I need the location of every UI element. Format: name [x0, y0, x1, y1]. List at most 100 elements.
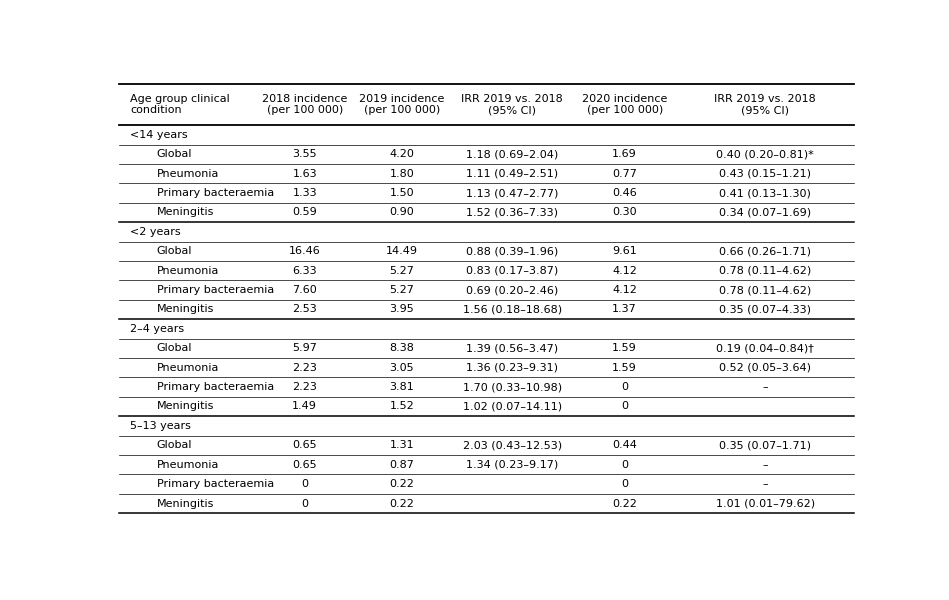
Text: 16.46: 16.46: [288, 246, 321, 256]
Text: 0.22: 0.22: [389, 479, 414, 489]
Text: 1.50: 1.50: [389, 188, 414, 198]
Text: –: –: [762, 460, 768, 470]
Text: 0.46: 0.46: [612, 188, 637, 198]
Text: 4.20: 4.20: [389, 149, 414, 159]
Text: 1.59: 1.59: [612, 343, 637, 353]
Text: Primary bacteraemia: Primary bacteraemia: [157, 479, 274, 489]
Text: 3.05: 3.05: [389, 362, 414, 373]
Text: Primary bacteraemia: Primary bacteraemia: [157, 382, 274, 392]
Text: Meningitis: Meningitis: [157, 401, 214, 412]
Text: Primary bacteraemia: Primary bacteraemia: [157, 285, 274, 295]
Text: 1.69: 1.69: [612, 149, 637, 159]
Text: 1.33: 1.33: [292, 188, 317, 198]
Text: 5–13 years: 5–13 years: [130, 421, 192, 431]
Text: IRR 2019 vs. 2018
(95% CI): IRR 2019 vs. 2018 (95% CI): [715, 94, 816, 115]
Text: 0.34 (0.07–1.69): 0.34 (0.07–1.69): [719, 208, 811, 217]
Text: 2.23: 2.23: [292, 362, 317, 373]
Text: 2018 incidence
(per 100 000): 2018 incidence (per 100 000): [262, 94, 347, 115]
Text: Pneumonia: Pneumonia: [157, 266, 219, 275]
Text: 1.49: 1.49: [292, 401, 317, 412]
Text: 0.77: 0.77: [612, 169, 637, 179]
Text: 0.78 (0.11–4.62): 0.78 (0.11–4.62): [719, 285, 811, 295]
Text: 14.49: 14.49: [386, 246, 418, 256]
Text: 0: 0: [301, 479, 308, 489]
Text: 0.41 (0.13–1.30): 0.41 (0.13–1.30): [719, 188, 811, 198]
Text: 9.61: 9.61: [612, 246, 637, 256]
Text: 1.37: 1.37: [612, 304, 637, 314]
Text: 2019 incidence
(per 100 000): 2019 incidence (per 100 000): [359, 94, 444, 115]
Text: 0.59: 0.59: [292, 208, 317, 217]
Text: 1.52: 1.52: [389, 401, 414, 412]
Text: 1.39 (0.56–3.47): 1.39 (0.56–3.47): [466, 343, 558, 353]
Text: 2020 incidence
(per 100 000): 2020 incidence (per 100 000): [582, 94, 667, 115]
Text: 1.52 (0.36–7.33): 1.52 (0.36–7.33): [466, 208, 558, 217]
Text: 0.88 (0.39–1.96): 0.88 (0.39–1.96): [466, 246, 558, 256]
Text: –: –: [762, 382, 768, 392]
Text: 0.90: 0.90: [389, 208, 414, 217]
Text: Age group clinical
condition: Age group clinical condition: [130, 94, 231, 115]
Text: Primary bacteraemia: Primary bacteraemia: [157, 188, 274, 198]
Text: 0.40 (0.20–0.81)*: 0.40 (0.20–0.81)*: [716, 149, 814, 159]
Text: –: –: [762, 479, 768, 489]
Text: 1.01 (0.01–79.62): 1.01 (0.01–79.62): [716, 499, 814, 509]
Text: 0.52 (0.05–3.64): 0.52 (0.05–3.64): [719, 362, 811, 373]
Text: 0.30: 0.30: [612, 208, 637, 217]
Text: 1.59: 1.59: [612, 362, 637, 373]
Text: 4.12: 4.12: [612, 285, 637, 295]
Text: <14 years: <14 years: [130, 130, 188, 140]
Text: 2.03 (0.43–12.53): 2.03 (0.43–12.53): [462, 440, 562, 450]
Text: Meningitis: Meningitis: [157, 499, 214, 509]
Text: 7.60: 7.60: [292, 285, 317, 295]
Text: Global: Global: [157, 149, 193, 159]
Text: 1.34 (0.23–9.17): 1.34 (0.23–9.17): [466, 460, 558, 470]
Text: Pneumonia: Pneumonia: [157, 169, 219, 179]
Text: 5.27: 5.27: [389, 285, 414, 295]
Text: 1.36 (0.23–9.31): 1.36 (0.23–9.31): [466, 362, 558, 373]
Text: 0.35 (0.07–4.33): 0.35 (0.07–4.33): [719, 304, 811, 314]
Text: 2–4 years: 2–4 years: [130, 324, 184, 334]
Text: Meningitis: Meningitis: [157, 304, 214, 314]
Text: 1.18 (0.69–2.04): 1.18 (0.69–2.04): [466, 149, 558, 159]
Text: 0.19 (0.04–0.84)†: 0.19 (0.04–0.84)†: [716, 343, 814, 353]
Text: 6.33: 6.33: [292, 266, 317, 275]
Text: 0: 0: [622, 479, 628, 489]
Text: 3.55: 3.55: [292, 149, 317, 159]
Text: 1.63: 1.63: [292, 169, 317, 179]
Text: 1.13 (0.47–2.77): 1.13 (0.47–2.77): [466, 188, 558, 198]
Text: 0.78 (0.11–4.62): 0.78 (0.11–4.62): [719, 266, 811, 275]
Text: Global: Global: [157, 343, 193, 353]
Text: 0.22: 0.22: [389, 499, 414, 509]
Text: 3.95: 3.95: [389, 304, 414, 314]
Text: 0.87: 0.87: [389, 460, 414, 470]
Text: 5.27: 5.27: [389, 266, 414, 275]
Text: 0: 0: [622, 401, 628, 412]
Text: 2.53: 2.53: [292, 304, 317, 314]
Text: 8.38: 8.38: [389, 343, 414, 353]
Text: 0: 0: [622, 382, 628, 392]
Text: IRR 2019 vs. 2018
(95% CI): IRR 2019 vs. 2018 (95% CI): [461, 94, 563, 115]
Text: 0.35 (0.07–1.71): 0.35 (0.07–1.71): [719, 440, 811, 450]
Text: Global: Global: [157, 246, 193, 256]
Text: Pneumonia: Pneumonia: [157, 460, 219, 470]
Text: 1.56 (0.18–18.68): 1.56 (0.18–18.68): [462, 304, 562, 314]
Text: 0.43 (0.15–1.21): 0.43 (0.15–1.21): [719, 169, 811, 179]
Text: 1.02 (0.07–14.11): 1.02 (0.07–14.11): [462, 401, 562, 412]
Text: 1.70 (0.33–10.98): 1.70 (0.33–10.98): [462, 382, 562, 392]
Text: 0.66 (0.26–1.71): 0.66 (0.26–1.71): [719, 246, 811, 256]
Text: 4.12: 4.12: [612, 266, 637, 275]
Text: Global: Global: [157, 440, 193, 450]
Text: <2 years: <2 years: [130, 227, 181, 237]
Text: 1.80: 1.80: [389, 169, 414, 179]
Text: 2.23: 2.23: [292, 382, 317, 392]
Text: Pneumonia: Pneumonia: [157, 362, 219, 373]
Text: 5.97: 5.97: [292, 343, 317, 353]
Text: 0: 0: [622, 460, 628, 470]
Text: 0: 0: [301, 499, 308, 509]
Text: Meningitis: Meningitis: [157, 208, 214, 217]
Text: 1.11 (0.49–2.51): 1.11 (0.49–2.51): [466, 169, 558, 179]
Text: 1.31: 1.31: [389, 440, 414, 450]
Text: 0.44: 0.44: [612, 440, 637, 450]
Text: 0.22: 0.22: [612, 499, 637, 509]
Text: 0.65: 0.65: [292, 440, 317, 450]
Text: 0.65: 0.65: [292, 460, 317, 470]
